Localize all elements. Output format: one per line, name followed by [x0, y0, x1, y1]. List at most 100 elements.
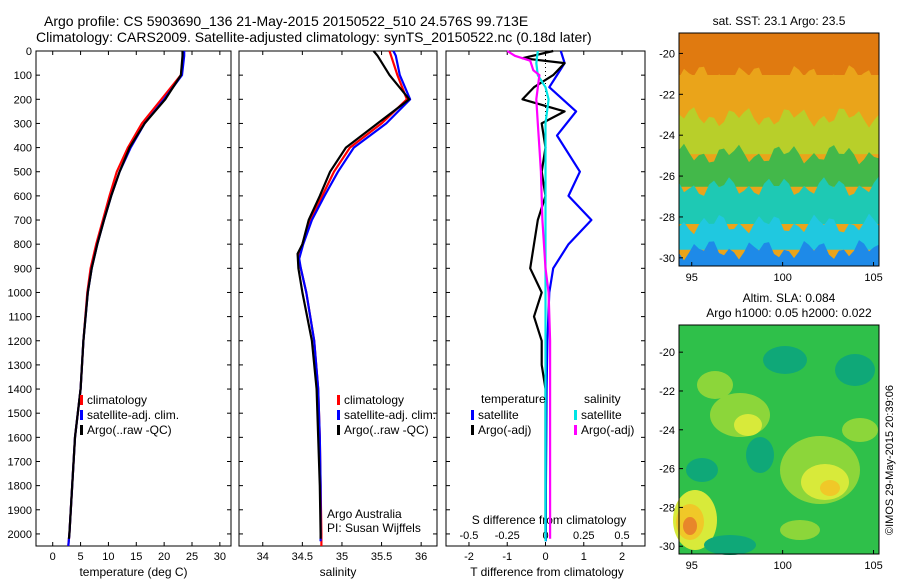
temperature-legend-label-2: Argo(..raw -QC) — [87, 423, 172, 437]
depth-tick-label: 100 — [14, 70, 32, 82]
temperature-legend-label-0: climatology — [87, 393, 147, 407]
temperature-legend-swatch-0 — [80, 395, 83, 405]
temperature-legend-swatch-2 — [80, 425, 83, 435]
sdiff-tick-label: 0.5 — [614, 530, 629, 542]
tdiff-legend-title: temperature — [481, 392, 546, 406]
depth-tick-label: 1500 — [8, 408, 32, 420]
depth-tick-label: 1300 — [8, 360, 32, 372]
tdiff-axis-label: T difference from climatology — [470, 565, 624, 579]
depth-tick-label: 400 — [14, 143, 32, 155]
temperature-tick-label: 10 — [102, 551, 114, 563]
temperature-tick-label: 15 — [130, 551, 142, 563]
depth-tick-label: 1800 — [8, 481, 32, 493]
sst-lat-tick-label: -22 — [659, 89, 675, 101]
tdiff-tick-label: 0 — [542, 551, 548, 563]
sla-lon-tick-label: 100 — [773, 560, 791, 572]
sdiff-legend-title: salinity — [584, 392, 621, 406]
temperature-tick-label: 0 — [50, 551, 56, 563]
salinity-legend-swatch-1 — [337, 410, 340, 420]
depth-tick-label: 900 — [14, 263, 32, 275]
sla-lon-tick-label: 105 — [864, 560, 882, 572]
sst-lat-tick-label: -26 — [659, 171, 675, 183]
salinity-tick-label: 35.5 — [371, 551, 392, 563]
temperature-tick-label: 5 — [78, 551, 84, 563]
tdiff-tick-label: 2 — [619, 551, 625, 563]
sst-lat-tick-label: -28 — [659, 212, 675, 224]
sst-lat-tick-label: -20 — [659, 48, 675, 60]
sdiff-tick-label: -0.5 — [459, 530, 478, 542]
sst-band-6 — [679, 240, 879, 266]
depth-tick-label: 1900 — [8, 505, 32, 517]
sst-band-1 — [679, 65, 879, 117]
temperature-axes-frame — [35, 50, 232, 547]
sla-lat-tick-label: -20 — [659, 347, 675, 359]
temperature-series-line-1 — [67, 51, 186, 547]
depth-tick-label: 1000 — [8, 287, 32, 299]
sla-lat-tick-label: -24 — [659, 425, 675, 437]
salinity-legend-label-2: Argo(..raw -QC) — [344, 423, 429, 437]
credit-argo-australia: Argo Australia — [327, 507, 402, 521]
sla-lon-tick-label: 95 — [686, 560, 698, 572]
sst-map-title: sat. SST: 23.1 Argo: 23.5 — [713, 14, 846, 28]
sla-anomaly-patch-4 — [820, 480, 840, 496]
sst-band-2 — [679, 107, 879, 155]
sla-anomaly-patch-15 — [697, 371, 733, 399]
depth-tick-label: 2000 — [8, 529, 32, 541]
sla-anomaly-patch-1 — [734, 414, 762, 436]
sla-anomaly-patch-8 — [763, 346, 807, 374]
salinity-axis-label: salinity — [320, 565, 357, 579]
depth-tick-label: 600 — [14, 191, 32, 203]
sst-band-5 — [679, 213, 879, 250]
sdiff-legend-label-0: satellite — [581, 408, 622, 422]
sdiff-tick-label: -0.25 — [495, 530, 520, 542]
sst-lon-tick-label: 95 — [686, 272, 698, 284]
temperature-tick-label: 30 — [214, 551, 226, 563]
depth-tick-label: 1100 — [8, 312, 32, 324]
sdiff-legend-label-1: Argo(-adj) — [581, 423, 634, 437]
salinity-legend-label-1: satellite-adj. clim. — [344, 408, 436, 422]
temperature-tick-label: 25 — [186, 551, 198, 563]
depth-tick-label: 1400 — [8, 384, 32, 396]
sst-lon-tick-label: 105 — [864, 272, 882, 284]
copyright-timestamp: ©IMOS 29-May-2015 20:39:06 — [884, 385, 896, 535]
salinity-tick-label: 34 — [257, 551, 269, 563]
depth-tick-label: 1200 — [8, 336, 32, 348]
difference-series-line-3 — [506, 50, 552, 539]
sla-anomaly-patch-11 — [746, 437, 774, 473]
depth-tick-label: 1700 — [8, 456, 32, 468]
tdiff-legend-swatch-0 — [471, 410, 474, 420]
sla-anomaly-patch-12 — [842, 418, 878, 442]
salinity-tick-label: 35 — [336, 551, 348, 563]
temperature-series-line-2 — [67, 51, 184, 539]
tdiff-legend-label-0: satellite — [478, 408, 519, 422]
salinity-legend-swatch-0 — [337, 395, 340, 405]
sst-lat-tick-label: -24 — [659, 130, 675, 142]
salinity-tick-label: 34.5 — [292, 551, 313, 563]
sdiff-tick-label: 0.25 — [573, 530, 594, 542]
temperature-legend-swatch-1 — [80, 410, 83, 420]
sla-anomaly-patch-13 — [780, 520, 820, 540]
depth-tick-label: 800 — [14, 239, 32, 251]
tdiff-legend-swatch-1 — [471, 425, 474, 435]
plot-title-line1: Argo profile: CS 5903690_136 21-May-2015… — [44, 13, 529, 29]
credit-pi-name: PI: Susan Wijffels — [327, 521, 421, 535]
salinity-legend-swatch-2 — [337, 425, 340, 435]
sst-map-frame — [678, 32, 880, 267]
sla-anomaly-patch-7 — [683, 517, 697, 535]
sla-anomaly-patch-14 — [704, 535, 756, 555]
tdiff-tick-label: -1 — [502, 551, 512, 563]
sst-band-4 — [679, 176, 879, 225]
sla-anomaly-patch-9 — [686, 458, 718, 482]
sla-lat-tick-label: -26 — [659, 464, 675, 476]
difference-series-line-1 — [521, 49, 566, 539]
temperature-series-line-0 — [67, 51, 185, 547]
sla-anomaly-patch-10 — [835, 354, 875, 386]
salinity-legend-label-0: climatology — [344, 393, 404, 407]
salinity-axes-frame — [238, 50, 438, 547]
difference-series-line-0 — [544, 50, 593, 542]
plot-title-line2: Climatology: CARS2009. Satellite-adjuste… — [36, 29, 592, 45]
sla-map-title-line1: Altim. SLA: 0.084 — [743, 291, 836, 305]
tdiff-tick-label: -2 — [464, 551, 474, 563]
sst-band-0 — [679, 33, 879, 75]
